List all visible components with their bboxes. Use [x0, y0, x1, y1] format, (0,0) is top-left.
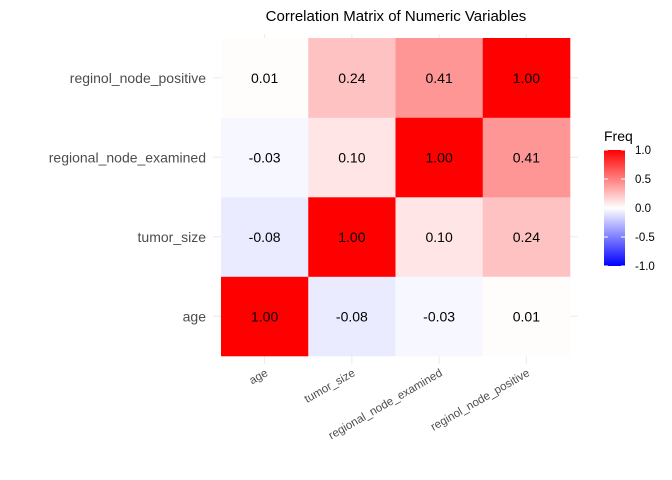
heatmap-cell [395, 276, 484, 357]
y-axis: age tumor_size regional_node_examined regin… [49, 70, 206, 325]
cell-value-label: 0.10 [426, 229, 453, 245]
legend: Freq 1.0 0.5 0.0 -0.5 -1.0 [604, 128, 655, 273]
heatmap-cell [482, 117, 571, 198]
x-tick-label: reginol_node_positive [429, 367, 532, 433]
heatmap-cells [221, 38, 571, 357]
cell-value-label: 1.00 [426, 149, 453, 165]
legend-colorbar [604, 150, 625, 266]
cell-value-label: -0.08 [249, 229, 281, 245]
heatmap-cell [482, 197, 571, 277]
x-tick-label: age [248, 367, 271, 387]
cell-value-label: 1.00 [338, 229, 365, 245]
legend-tick-label: 0.0 [635, 203, 651, 215]
heatmap-cell [308, 197, 396, 277]
heatmap-cell [221, 276, 309, 357]
legend-tick-label: 0.5 [635, 174, 651, 186]
cell-value-label: 0.24 [338, 70, 365, 86]
heatmap-cell [308, 276, 396, 357]
cell-value-label: 0.01 [251, 70, 278, 86]
heatmap-cell [482, 276, 571, 357]
cell-value-label: -0.03 [249, 149, 281, 165]
heatmap-cell [395, 38, 484, 118]
cell-value-labels: 1.00 -0.08 -0.03 0.01 -0.08 1.00 0.10 0.24 -0.03… [249, 70, 541, 325]
legend-tick-label: -1.0 [635, 261, 655, 273]
x-axis: age tumor_sizeregional_node_examinedregin… [248, 367, 532, 442]
heatmap-cell [482, 38, 571, 118]
chart-title: Correlation Matrix of Numeric Variables [266, 8, 527, 25]
cell-value-label: 0.41 [426, 70, 453, 86]
cell-value-label: 1.00 [513, 70, 540, 86]
cell-value-label: 0.24 [513, 229, 540, 245]
cell-value-label: 0.10 [338, 149, 365, 165]
heatmap-cell [308, 117, 396, 198]
cell-value-label: 0.01 [513, 308, 540, 324]
y-tick-label: reginol_node_positive [70, 70, 206, 86]
heatmap-cell [395, 197, 484, 277]
y-tick-label: age [183, 308, 207, 324]
legend-title: Freq [604, 128, 633, 144]
heatmap-cell [221, 38, 309, 118]
cell-value-label: 1.00 [251, 308, 278, 324]
heatmap-cell [395, 117, 484, 198]
heatmap-cell [221, 117, 309, 198]
y-tick-label: tumor_size [138, 229, 207, 245]
legend-tick-label: 1.0 [635, 145, 651, 157]
cell-value-label: -0.03 [423, 308, 455, 324]
cell-value-label: -0.08 [336, 308, 368, 324]
cell-value-label: 0.41 [513, 149, 540, 165]
y-tick-label: regional_node_examined [49, 149, 206, 165]
heatmap-cell [221, 197, 309, 277]
legend-tick-label: -0.5 [635, 232, 655, 244]
x-tick-label: tumor_size [303, 367, 358, 406]
heatmap-cell [308, 38, 396, 118]
